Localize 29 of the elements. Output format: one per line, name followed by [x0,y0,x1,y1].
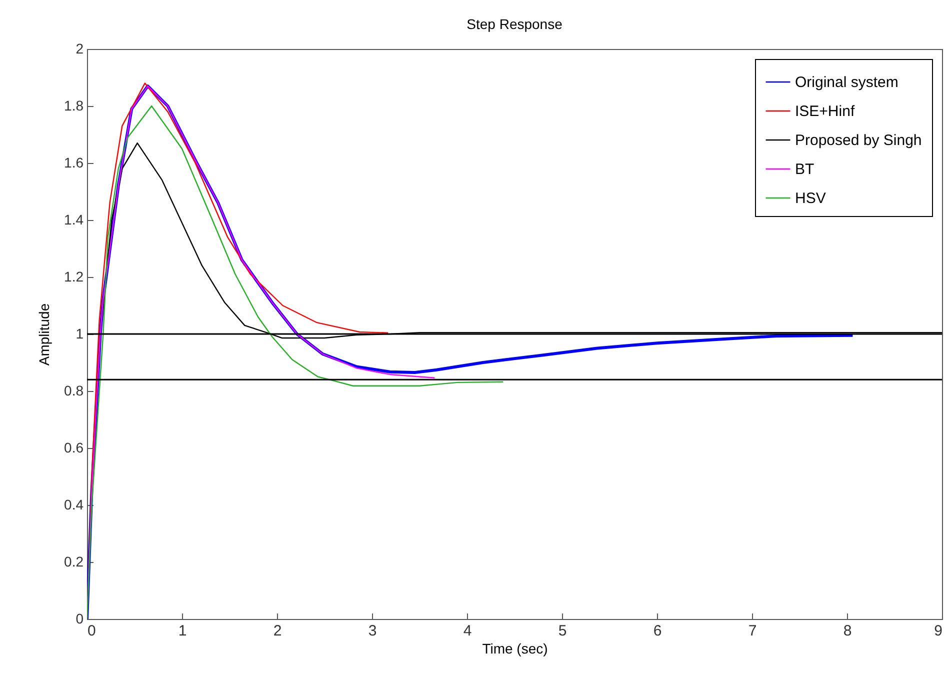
legend-label: ISE+Hinf [795,103,856,120]
x-axis-title: Time (sec) [482,640,548,656]
x-tick-label: 8 [843,622,852,640]
x-tick-label: 2 [273,622,282,640]
y-tick-label: 2 [76,40,84,56]
legend-label: HSV [795,190,826,207]
y-tick-label: 0.2 [64,554,84,570]
x-tick-label: 7 [748,622,757,640]
y-tick-label: 1.2 [64,268,84,284]
y-tick-label: 1.8 [64,98,84,114]
legend-label: Proposed by Singh [795,132,922,149]
y-tick-label: 0.4 [64,496,84,512]
y-tick-label: 1.4 [64,212,84,228]
x-tick-label: 5 [558,622,567,640]
x-tick-label: 0 [88,622,96,640]
chart-title: Step Response [466,16,563,32]
y-tick-label: 1 [76,326,84,342]
x-tick-label: 9 [934,622,942,640]
y-tick-label: 0.6 [64,440,84,456]
y-tick-label: 0.8 [64,382,84,398]
y-axis-title: Amplitude [36,303,52,366]
x-tick-label: 6 [653,622,662,640]
y-tick-label: 0 [76,610,84,626]
y-tick-label: 1.6 [64,154,84,170]
x-tick-label: 3 [368,622,377,640]
x-tick-label: 1 [178,622,187,640]
legend-label: Original system [795,74,898,91]
x-tick-label: 4 [463,622,472,640]
legend-label: BT [795,161,814,178]
